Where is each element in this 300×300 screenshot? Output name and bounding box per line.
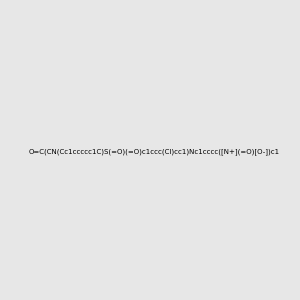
Text: O=C(CN(Cc1ccccc1C)S(=O)(=O)c1ccc(Cl)cc1)Nc1cccc([N+](=O)[O-])c1: O=C(CN(Cc1ccccc1C)S(=O)(=O)c1ccc(Cl)cc1)… (28, 148, 279, 155)
